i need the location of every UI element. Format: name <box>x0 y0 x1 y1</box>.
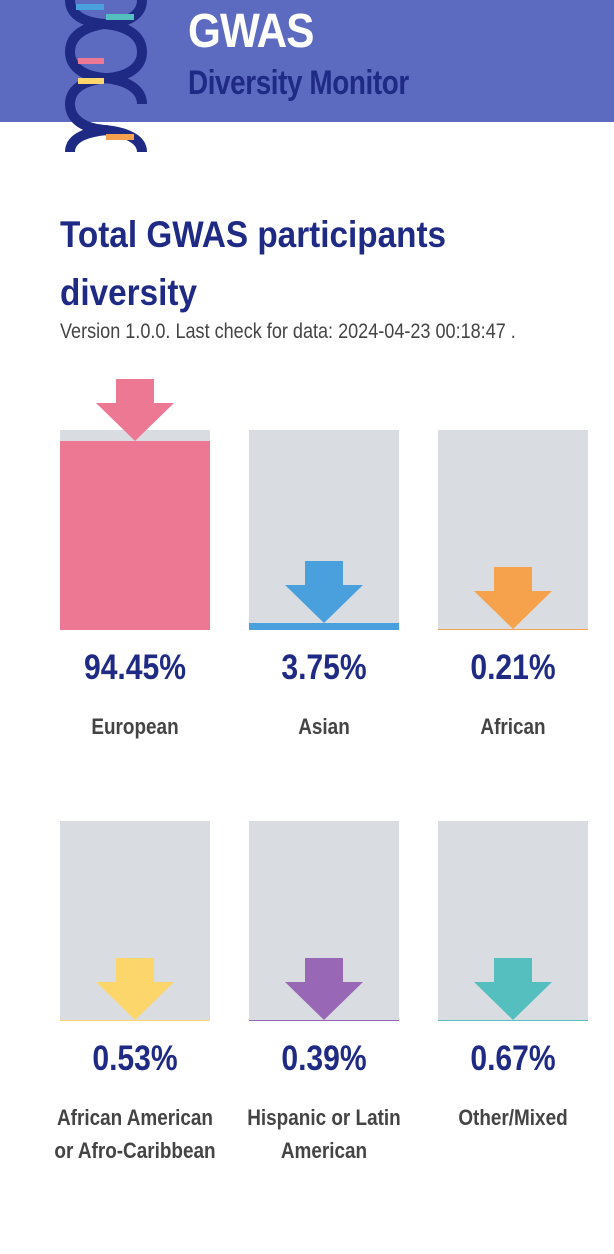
percentage-value: 0.67% <box>470 1039 556 1078</box>
gauge-fill-bar <box>438 628 588 630</box>
category-card-african[interactable]: 0.21% African <box>438 380 588 770</box>
version-info: Version 1.0.0. Last check for data: 2024… <box>60 320 516 343</box>
percentage-value: 0.21% <box>470 648 556 687</box>
gauge-fill-bar <box>60 441 210 630</box>
gauge-fill-bar <box>438 1019 588 1021</box>
category-label: Other/Mixed <box>458 1105 568 1130</box>
category-card-asian[interactable]: 3.75% Asian <box>249 380 399 770</box>
down-arrow-icon <box>285 957 363 1020</box>
category-card-hispanic-or-latin-american[interactable]: 0.39% Hispanic or Latin American <box>247 771 401 1163</box>
category-card-other-mixed[interactable]: 0.67% Other/Mixed <box>438 771 588 1161</box>
down-arrow-icon <box>96 957 174 1020</box>
dna-helix-icon[interactable] <box>56 0 156 152</box>
page-title: Total GWAS participants diversity <box>60 214 447 313</box>
gauge-track <box>438 430 588 630</box>
app-subtitle: Diversity Monitor <box>188 64 409 102</box>
percentage-value: 0.53% <box>92 1039 178 1078</box>
gauge-track <box>60 379 210 630</box>
down-arrow-icon <box>285 560 363 623</box>
gauge-fill-bar <box>60 1019 210 1021</box>
category-card-african-american-or-afro-caribbean[interactable]: 0.53% African American or Afro-Caribbean <box>54 771 216 1163</box>
percentage-value: 3.75% <box>281 648 367 687</box>
gauge-fill-bar <box>249 1019 399 1021</box>
category-label: Asian <box>298 714 350 739</box>
percentage-value: 94.45% <box>83 648 187 687</box>
down-arrow-icon <box>474 566 552 629</box>
category-label: African American or Afro-Caribbean <box>54 1105 216 1163</box>
gauge-track <box>438 821 588 1021</box>
gauge-track <box>60 821 210 1021</box>
gauge-track <box>249 430 399 630</box>
down-arrow-icon <box>96 379 174 442</box>
category-label: African <box>480 714 546 739</box>
app-title[interactable]: GWAS <box>188 5 314 58</box>
percentage-value: 0.39% <box>281 1039 367 1078</box>
gauge-fill-bar <box>249 622 399 630</box>
gauge-track <box>249 821 399 1021</box>
down-arrow-icon <box>474 957 552 1020</box>
category-label: European <box>91 714 179 739</box>
category-label: Hispanic or Latin American <box>247 1105 401 1163</box>
site-header: GWAS Diversity Monitor <box>0 0 614 152</box>
category-card-european[interactable]: 94.45% European <box>60 379 210 770</box>
